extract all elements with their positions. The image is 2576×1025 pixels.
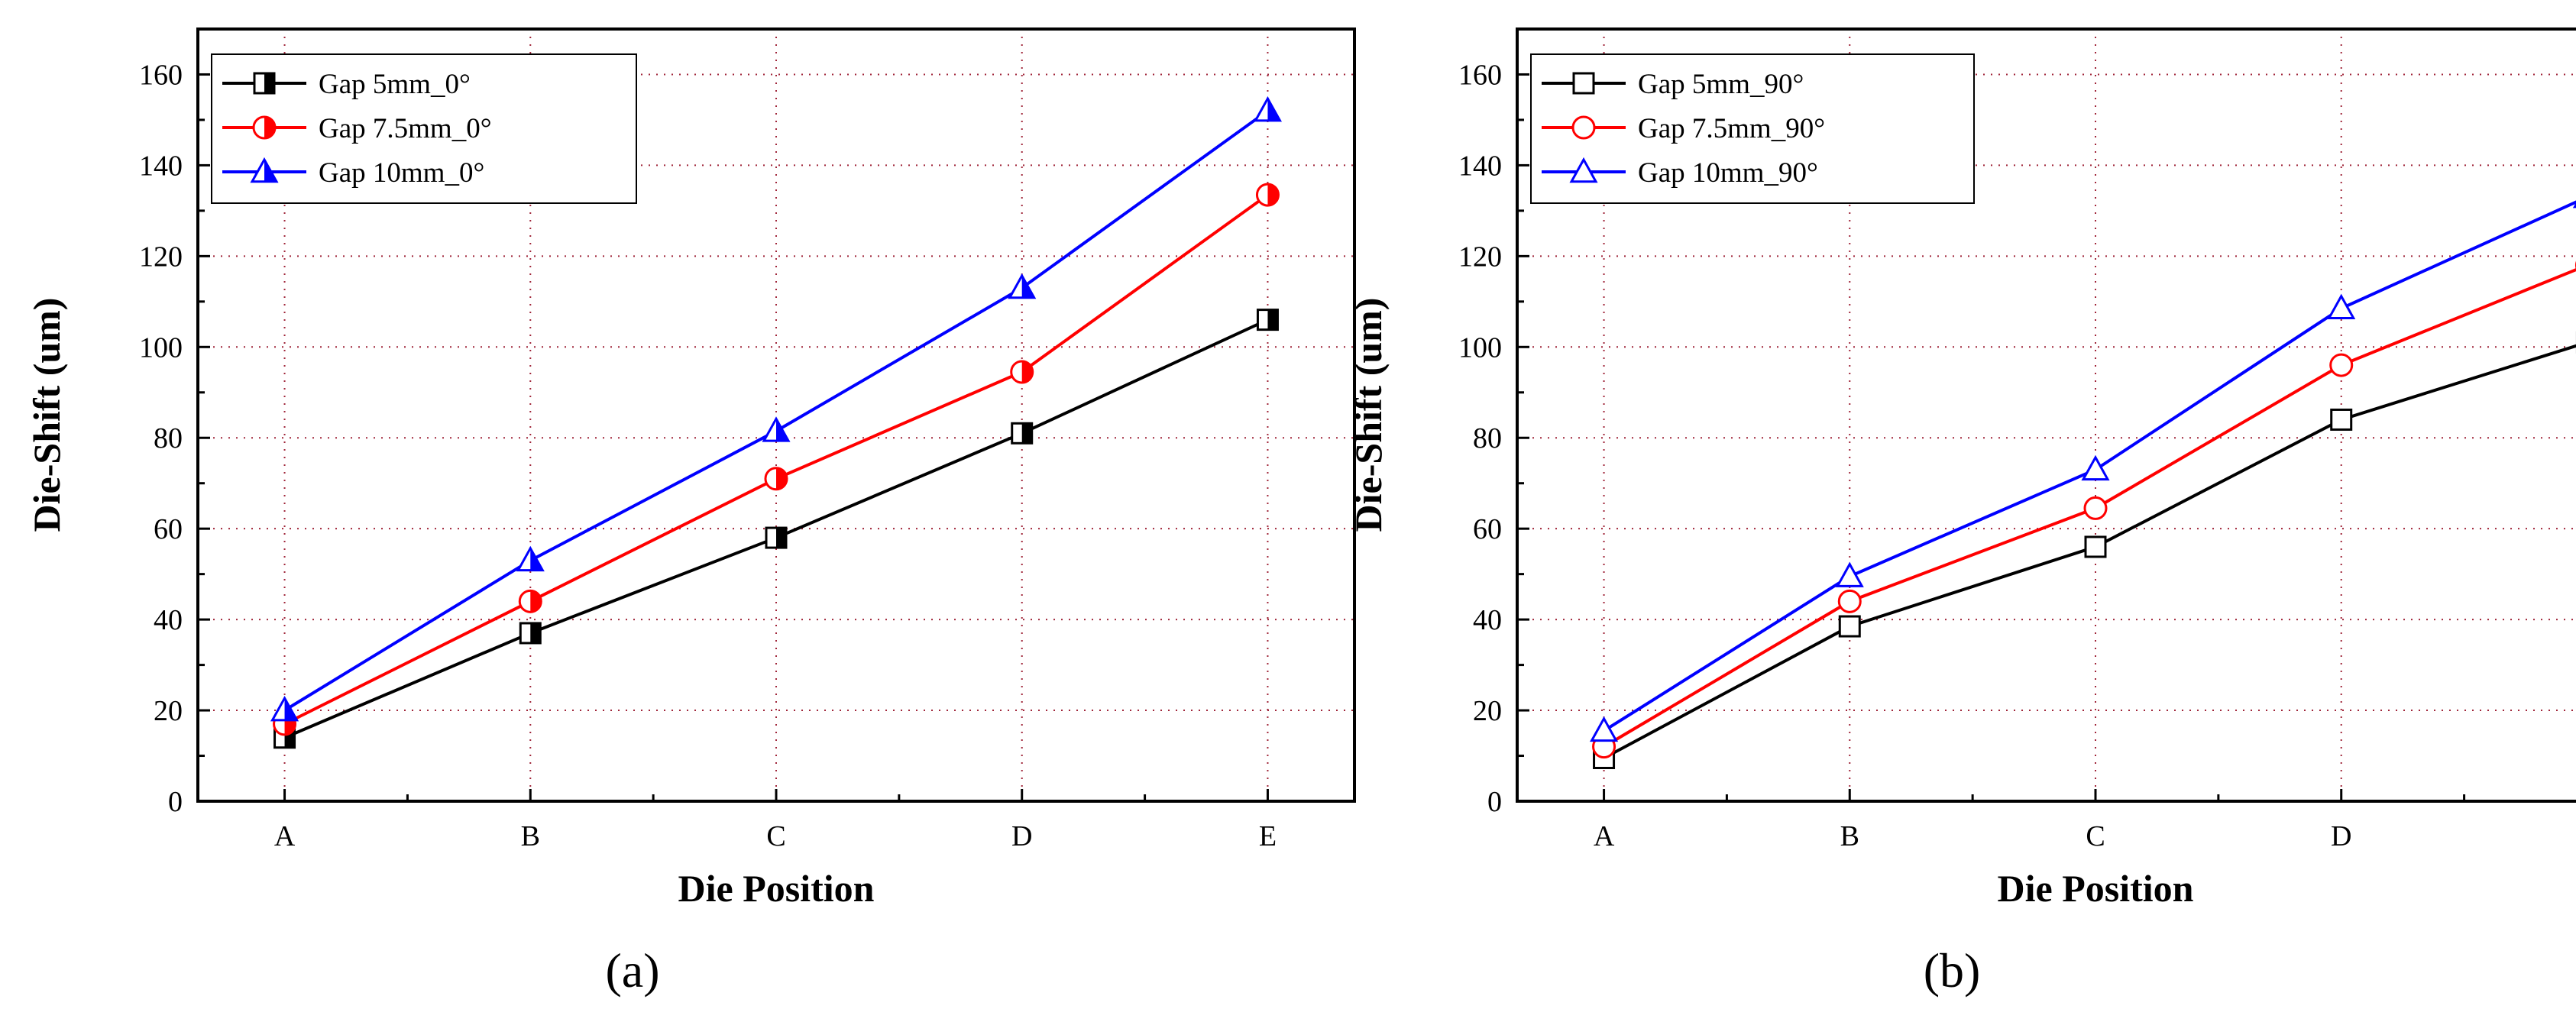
y-tick-label: 0 xyxy=(1487,786,1502,818)
legend-label: Gap 5mm_0° xyxy=(319,69,471,100)
y-axis-title: Die-Shift (um) xyxy=(1347,298,1390,532)
x-tick-label: C xyxy=(766,820,785,852)
legend-marker xyxy=(252,115,277,140)
data-point xyxy=(518,589,542,613)
series-layer xyxy=(270,95,1282,749)
x-tick-label: B xyxy=(1840,820,1859,852)
y-tick-label: 20 xyxy=(154,695,183,727)
legend-items: Gap 5mm_0° Gap 7.5mm_0° Gap 10mm_0° xyxy=(222,69,492,189)
gridlines xyxy=(198,29,1354,801)
series-layer xyxy=(1590,200,2576,770)
x-axis-title: Die Position xyxy=(678,867,875,910)
data-point xyxy=(1837,589,1862,613)
data-point xyxy=(1835,561,1864,587)
series-2 xyxy=(273,183,1280,736)
y-tick-label: 80 xyxy=(1473,422,1502,454)
legend-marker xyxy=(253,72,276,95)
legend-item: Gap 10mm_90° xyxy=(1542,157,1818,189)
data-point xyxy=(2081,454,2110,481)
legend-label: Gap 10mm_90° xyxy=(1638,157,1818,189)
data-point xyxy=(516,545,545,572)
legend-marker xyxy=(250,157,279,183)
y-tick-label: 60 xyxy=(1473,513,1502,545)
x-tick-label: C xyxy=(2086,820,2105,852)
data-point xyxy=(765,526,788,549)
y-tick-label: 0 xyxy=(168,786,183,818)
x-tick-label: B xyxy=(521,820,540,852)
legend-marker xyxy=(1569,157,1598,183)
data-point xyxy=(2327,293,2356,320)
legend-item: Gap 5mm_90° xyxy=(1542,69,1804,100)
data-point xyxy=(1255,183,1280,207)
y-tick-label: 100 xyxy=(1458,331,1502,364)
series-1 xyxy=(1593,331,2576,770)
legend-label: Gap 7.5mm_0° xyxy=(319,113,492,144)
legend: Gap 5mm_90° Gap 7.5mm_90° Gap 10mm_90° xyxy=(1530,53,1975,204)
data-point xyxy=(1008,273,1037,299)
x-tick-label: A xyxy=(1594,820,1615,852)
legend: Gap 5mm_0° Gap 7.5mm_0° Gap 10mm_0° xyxy=(211,53,637,204)
data-point xyxy=(762,416,791,442)
y-tick-label: 40 xyxy=(154,604,183,636)
panel-label: (a) xyxy=(605,943,659,998)
data-point xyxy=(1010,360,1034,384)
series-3 xyxy=(270,95,1282,722)
data-point xyxy=(2084,535,2107,558)
legend-item: Gap 7.5mm_0° xyxy=(222,113,492,144)
data-point xyxy=(1011,422,1034,445)
data-point xyxy=(1256,309,1279,331)
legend-items: Gap 5mm_90° Gap 7.5mm_90° Gap 10mm_90° xyxy=(1542,69,1825,189)
x-tick-label: E xyxy=(1259,820,1277,852)
data-point xyxy=(2330,408,2353,431)
y-tick-label: 80 xyxy=(154,422,183,454)
y-tick-label: 100 xyxy=(139,331,183,364)
x-tick-label: D xyxy=(2331,820,2351,852)
y-tick-label: 120 xyxy=(139,241,183,273)
y-tick-label: 120 xyxy=(1458,241,1502,273)
legend-item: Gap 5mm_0° xyxy=(222,69,471,100)
gridlines xyxy=(1517,29,2576,801)
y-axis-title: Die-Shift (um) xyxy=(25,298,68,532)
panel-label: (b) xyxy=(1924,943,1981,998)
y-tick-label: 160 xyxy=(139,59,183,91)
data-point xyxy=(1590,716,1619,742)
legend-label: Gap 10mm_0° xyxy=(319,157,484,189)
data-point xyxy=(519,622,542,645)
legend-label: Gap 5mm_90° xyxy=(1638,69,1804,100)
y-tick-label: 60 xyxy=(154,513,183,545)
series-3 xyxy=(1590,200,2576,742)
ticks-layer: 0 20 40 60 80 100 120 140 160 A B C D E xyxy=(139,59,1277,852)
data-point xyxy=(1838,615,1861,638)
x-axis-title: Die Position xyxy=(1998,867,2194,910)
data-point xyxy=(2329,353,2354,377)
data-point xyxy=(2083,496,2108,520)
legend-item: Gap 7.5mm_90° xyxy=(1542,113,1825,144)
data-point xyxy=(764,467,788,491)
legend-label: Gap 7.5mm_90° xyxy=(1638,113,1825,144)
data-point xyxy=(270,695,299,722)
y-tick-label: 140 xyxy=(139,150,183,182)
x-tick-label: A xyxy=(274,820,296,852)
y-tick-label: 160 xyxy=(1458,59,1502,91)
y-tick-label: 40 xyxy=(1473,604,1502,636)
x-tick-label: D xyxy=(1011,820,1032,852)
legend-marker xyxy=(1571,115,1596,140)
data-point xyxy=(1253,95,1282,122)
series-2 xyxy=(1592,260,2576,759)
legend-marker xyxy=(1572,72,1595,95)
series-1 xyxy=(273,309,1279,749)
y-tick-label: 140 xyxy=(1458,150,1502,182)
legend-item: Gap 10mm_0° xyxy=(222,157,484,189)
y-tick-label: 20 xyxy=(1473,695,1502,727)
